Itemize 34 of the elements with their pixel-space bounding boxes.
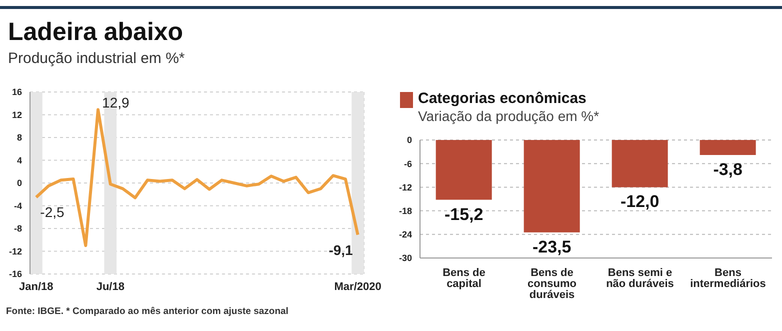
x-tick-label: Mar/2020 [334,280,382,293]
x-tick-label: Jan/18 [19,280,54,293]
y-tick-label: 0 [16,178,22,188]
x-tick-label: Bens semi e não duráveis [606,266,674,290]
y-tick-label: -30 [398,253,412,264]
y-tick-label: -4 [14,200,22,211]
data-label: -2,5 [40,204,65,220]
chart-subtitle: Produção industrial em %* [8,50,185,67]
source-note: Fonte: IBGE. * Comparado ao mês anterior com ajuste sazonal [6,306,288,317]
x-tick-label: Bens de consumo duráveis [528,266,577,301]
y-tick-label: -12 [8,246,22,256]
y-tick-label: -16 [8,269,22,280]
x-tick-label: Bens intermediários [690,266,766,290]
y-tick-label: -6 [404,158,412,169]
y-tick-label: 12 [12,110,22,120]
data-label: -3,8 [713,160,742,179]
data-label: -15,2 [444,204,484,224]
y-tick-label: -24 [398,230,412,240]
y-tick-label: 16 [12,87,22,98]
data-label: 12,9 [102,94,130,111]
x-tick-label: Ju/18 [96,280,124,293]
data-label: -12,0 [620,192,660,212]
y-tick-label: 4 [16,155,22,166]
data-label: -9,1 [328,242,354,258]
y-tick-label: -12 [398,182,412,192]
chart-subtitle: Variação da produção em %* [418,108,600,124]
chart-title: Ladeira abaixo [8,18,184,47]
data-label: -23,5 [532,237,572,256]
x-tick-label: Bens de capital [442,266,486,290]
y-tick-label: 8 [16,132,22,143]
y-tick-label: 0 [406,135,412,146]
chart-title: Categorias econômicas [418,90,586,107]
y-tick-label: -8 [14,224,22,234]
y-tick-label: -18 [398,206,412,216]
